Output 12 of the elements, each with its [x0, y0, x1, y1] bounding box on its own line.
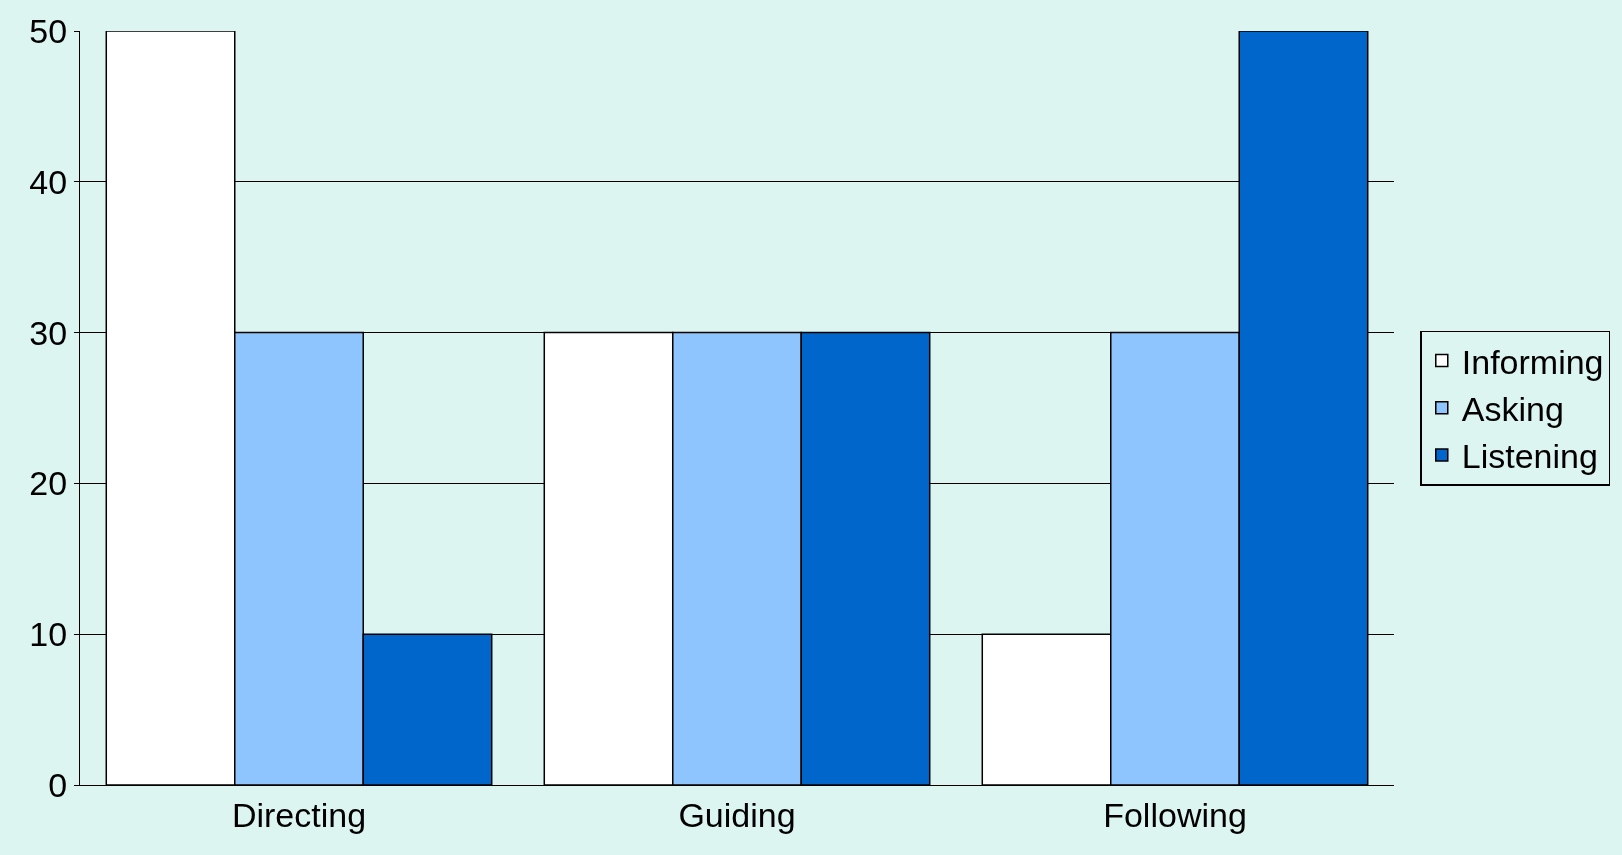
x-tick-label: Guiding — [678, 795, 796, 834]
y-tick-label: 50 — [29, 11, 68, 50]
x-tick-label: Directing — [231, 795, 367, 834]
y-tick-label: 30 — [29, 313, 68, 352]
y-tick-label: 0 — [48, 765, 68, 804]
y-tick-label: 10 — [29, 615, 68, 654]
legend-label: Informing — [1461, 342, 1604, 381]
legend-label: Asking — [1461, 390, 1564, 429]
y-tick-label: 20 — [29, 464, 68, 503]
y-tick-label: 40 — [29, 162, 68, 201]
legend-label: Listening — [1461, 437, 1598, 476]
x-tick-label: Following — [1103, 795, 1247, 834]
